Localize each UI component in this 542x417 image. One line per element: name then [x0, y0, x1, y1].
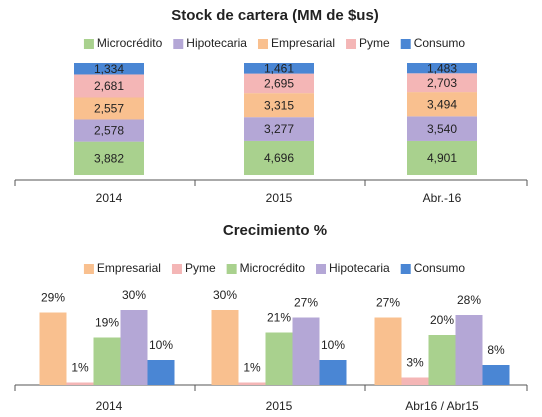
legend-label: Consumo: [414, 261, 466, 275]
legend-label: Microcrédito: [97, 36, 163, 50]
bar: [238, 382, 266, 385]
legend-label: Pyme: [185, 261, 216, 275]
bar: [120, 310, 148, 385]
data-label: 1%: [243, 361, 261, 375]
data-label: 30%: [122, 288, 146, 302]
bar-segment: [244, 117, 314, 141]
x-tick-label: 2015: [266, 191, 293, 205]
data-label: 2,557: [94, 102, 124, 116]
x-tick-label: 2015: [266, 399, 293, 413]
bar-segment: [407, 63, 477, 74]
data-label: 8%: [487, 343, 505, 357]
bar: [39, 312, 67, 385]
bar: [482, 365, 510, 385]
legend-swatch: [83, 39, 94, 49]
data-label: 27%: [376, 296, 400, 310]
data-label: 20%: [430, 313, 454, 327]
bar: [319, 360, 347, 385]
data-label: 3,315: [264, 98, 294, 112]
data-label: 4,901: [427, 151, 457, 165]
legend-swatch: [173, 39, 184, 49]
data-label: 3,277: [264, 122, 294, 136]
legend-swatch: [316, 264, 327, 274]
bar-segment: [244, 140, 314, 175]
bar-segment: [407, 73, 477, 93]
legend-swatch: [400, 264, 411, 274]
bar: [211, 310, 239, 385]
chart-title: Stock de cartera (MM de $us): [171, 7, 379, 24]
legend-swatch: [83, 264, 94, 274]
legend-label: Hipotecaria: [186, 36, 247, 50]
data-label: 3%: [406, 356, 424, 370]
data-label: 1,334: [94, 62, 124, 76]
bar-segment: [407, 92, 477, 117]
data-label: 2,578: [94, 124, 124, 138]
data-label: 3,882: [94, 151, 124, 165]
data-label: 19%: [95, 316, 119, 330]
legend-swatch: [400, 39, 411, 49]
bar-segment: [74, 63, 144, 75]
bar: [147, 360, 175, 385]
data-label: 10%: [321, 338, 345, 352]
bar-segment: [74, 97, 144, 120]
bar-segment: [244, 93, 314, 118]
bar-segment: [74, 74, 144, 98]
legend-label: Pyme: [359, 36, 390, 50]
legend-swatch: [346, 39, 357, 49]
bar: [93, 337, 121, 385]
bar-segment: [407, 116, 477, 141]
bar-segment: [244, 63, 314, 74]
data-label: 2,695: [264, 77, 294, 91]
data-label: 1,483: [427, 61, 457, 75]
legend-label: Consumo: [414, 36, 466, 50]
bar-segment: [407, 140, 477, 175]
bar: [428, 335, 456, 385]
data-label: 10%: [149, 338, 173, 352]
bar: [455, 315, 483, 385]
data-label: 30%: [213, 288, 237, 302]
x-tick-label: 2014: [96, 399, 123, 413]
legend-label: Empresarial: [97, 261, 161, 275]
data-label: 27%: [294, 296, 318, 310]
data-label: 1,461: [264, 61, 294, 75]
bar: [292, 317, 320, 385]
bar-segment: [74, 141, 144, 175]
bar: [401, 377, 429, 385]
legend-swatch: [257, 39, 268, 49]
data-label: 1%: [71, 361, 89, 375]
data-label: 29%: [41, 291, 65, 305]
legend-swatch: [226, 264, 237, 274]
bar-segment: [244, 73, 314, 94]
data-label: 2,681: [94, 79, 124, 93]
data-label: 21%: [267, 311, 291, 325]
chart-title: Crecimiento %: [223, 222, 327, 239]
bar-segment: [74, 119, 144, 142]
x-tick-label: Abr16 / Abr15: [405, 399, 479, 413]
legend-label: Microcrédito: [240, 261, 306, 275]
legend-label: Empresarial: [271, 36, 335, 50]
x-tick-label: Abr.-16: [423, 191, 462, 205]
data-label: 4,696: [264, 151, 294, 165]
legend-swatch: [171, 264, 182, 274]
bar: [66, 382, 94, 385]
bar: [374, 317, 402, 385]
data-label: 3,540: [427, 122, 457, 136]
legend-label: Hipotecaria: [329, 261, 390, 275]
data-label: 28%: [457, 293, 481, 307]
bar: [265, 332, 293, 385]
data-label: 3,494: [427, 97, 457, 111]
x-tick-label: 2014: [96, 191, 123, 205]
data-label: 2,703: [427, 76, 457, 90]
